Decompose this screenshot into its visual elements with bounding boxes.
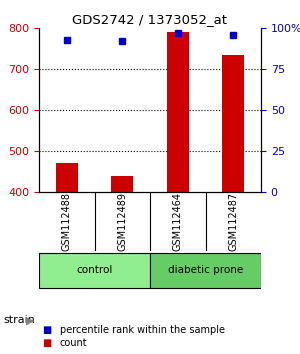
Text: count: count (60, 338, 88, 348)
Text: GSM112488: GSM112488 (62, 192, 72, 251)
Text: strain: strain (3, 315, 35, 325)
Text: diabetic prone: diabetic prone (168, 265, 243, 275)
Text: ■: ■ (42, 325, 51, 335)
Text: ■: ■ (42, 338, 51, 348)
Bar (222, 55, 244, 192)
Text: GSM112489: GSM112489 (117, 192, 127, 251)
Title: GDS2742 / 1373052_at: GDS2742 / 1373052_at (73, 13, 227, 26)
Text: ▶: ▶ (26, 315, 34, 325)
FancyBboxPatch shape (150, 253, 261, 288)
Text: GSM112464: GSM112464 (173, 192, 183, 251)
Text: control: control (76, 265, 113, 275)
Bar (167, 33, 189, 192)
Bar (111, 176, 133, 192)
FancyBboxPatch shape (39, 253, 150, 288)
Text: GSM112487: GSM112487 (228, 192, 238, 251)
Bar (56, 164, 78, 192)
Text: percentile rank within the sample: percentile rank within the sample (60, 325, 225, 335)
